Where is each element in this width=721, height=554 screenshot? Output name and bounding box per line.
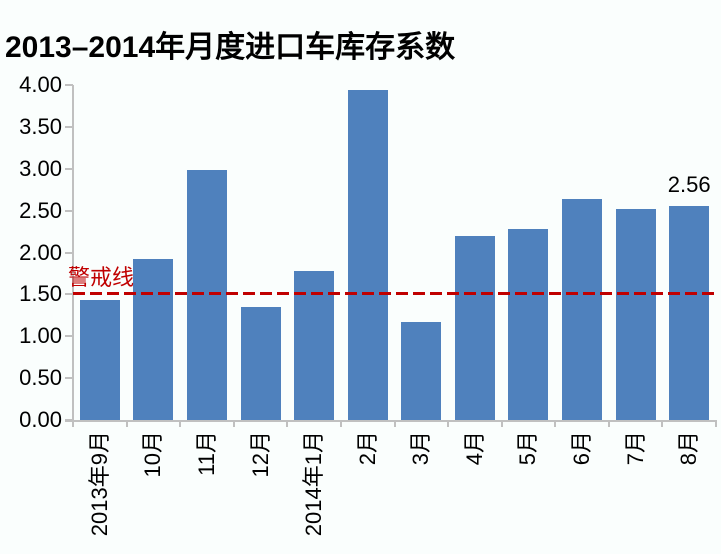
x-axis-tick <box>286 420 289 427</box>
bar <box>240 306 281 420</box>
y-axis-tick <box>65 84 73 86</box>
x-axis-tick <box>232 420 235 427</box>
x-axis-tick <box>72 420 74 427</box>
x-axis-label-text: 7月 <box>622 431 648 466</box>
x-axis-tick <box>179 420 182 427</box>
y-axis-label: 2.00 <box>19 239 62 265</box>
bar <box>79 300 120 420</box>
x-axis-tick <box>500 420 503 427</box>
x-axis-label-text: 8月 <box>676 431 702 466</box>
bar <box>133 259 174 420</box>
y-axis-tick <box>65 209 73 212</box>
x-axis-label-text: 11月 <box>193 431 219 476</box>
bar <box>347 90 388 420</box>
chart-title: 2013–2014年月度进口车库存系数 <box>5 31 456 64</box>
x-axis-label-text: 3月 <box>408 431 434 466</box>
bar <box>562 198 603 420</box>
y-axis-tick <box>65 377 73 380</box>
x-axis-tick <box>125 420 128 427</box>
y-axis-label: 0.00 <box>19 407 62 432</box>
bar <box>294 270 335 420</box>
x-axis-label-text: 10月 <box>140 431 166 478</box>
x-axis-tick <box>393 420 396 427</box>
x-axis-label-text: 12月 <box>247 431 273 478</box>
x-axis-line <box>65 420 716 422</box>
x-axis-tick <box>715 420 717 427</box>
y-axis-label: 3.50 <box>19 113 62 139</box>
bar <box>454 235 495 420</box>
x-axis-tick <box>661 420 664 427</box>
x-axis-tick <box>554 420 557 427</box>
warning-line <box>73 292 718 296</box>
x-axis-tick <box>447 420 450 427</box>
y-axis-tick <box>65 293 73 296</box>
x-axis-tick <box>339 420 342 427</box>
bar <box>615 208 656 420</box>
y-axis-tick <box>65 167 73 170</box>
bar <box>401 322 442 420</box>
y-axis-label: 4.00 <box>19 72 62 97</box>
y-axis-tick <box>65 335 73 338</box>
bar <box>508 229 549 420</box>
data-label: 2.56 <box>667 171 711 197</box>
x-axis-label-text: 6月 <box>569 431 595 466</box>
x-axis-label-text: 2月 <box>354 431 380 466</box>
y-axis-label: 3.00 <box>19 155 62 181</box>
y-axis-label: 2.50 <box>19 197 62 223</box>
x-axis-label-text: 4月 <box>461 431 487 466</box>
x-axis-label-text: 2013年9月 <box>86 431 112 537</box>
warning-line-label: 警戒线 <box>68 265 135 291</box>
x-axis-tick <box>607 420 610 427</box>
y-axis-tick <box>65 125 73 128</box>
x-axis-label-text: 2014年1月 <box>301 431 327 537</box>
y-axis-label: 0.50 <box>19 365 62 391</box>
y-axis-line <box>72 85 74 420</box>
y-axis-tick <box>65 251 73 254</box>
bar <box>669 205 710 420</box>
y-axis-label: 1.00 <box>19 323 62 349</box>
y-axis-label: 1.50 <box>19 281 62 307</box>
x-axis-label-text: 5月 <box>515 431 541 466</box>
